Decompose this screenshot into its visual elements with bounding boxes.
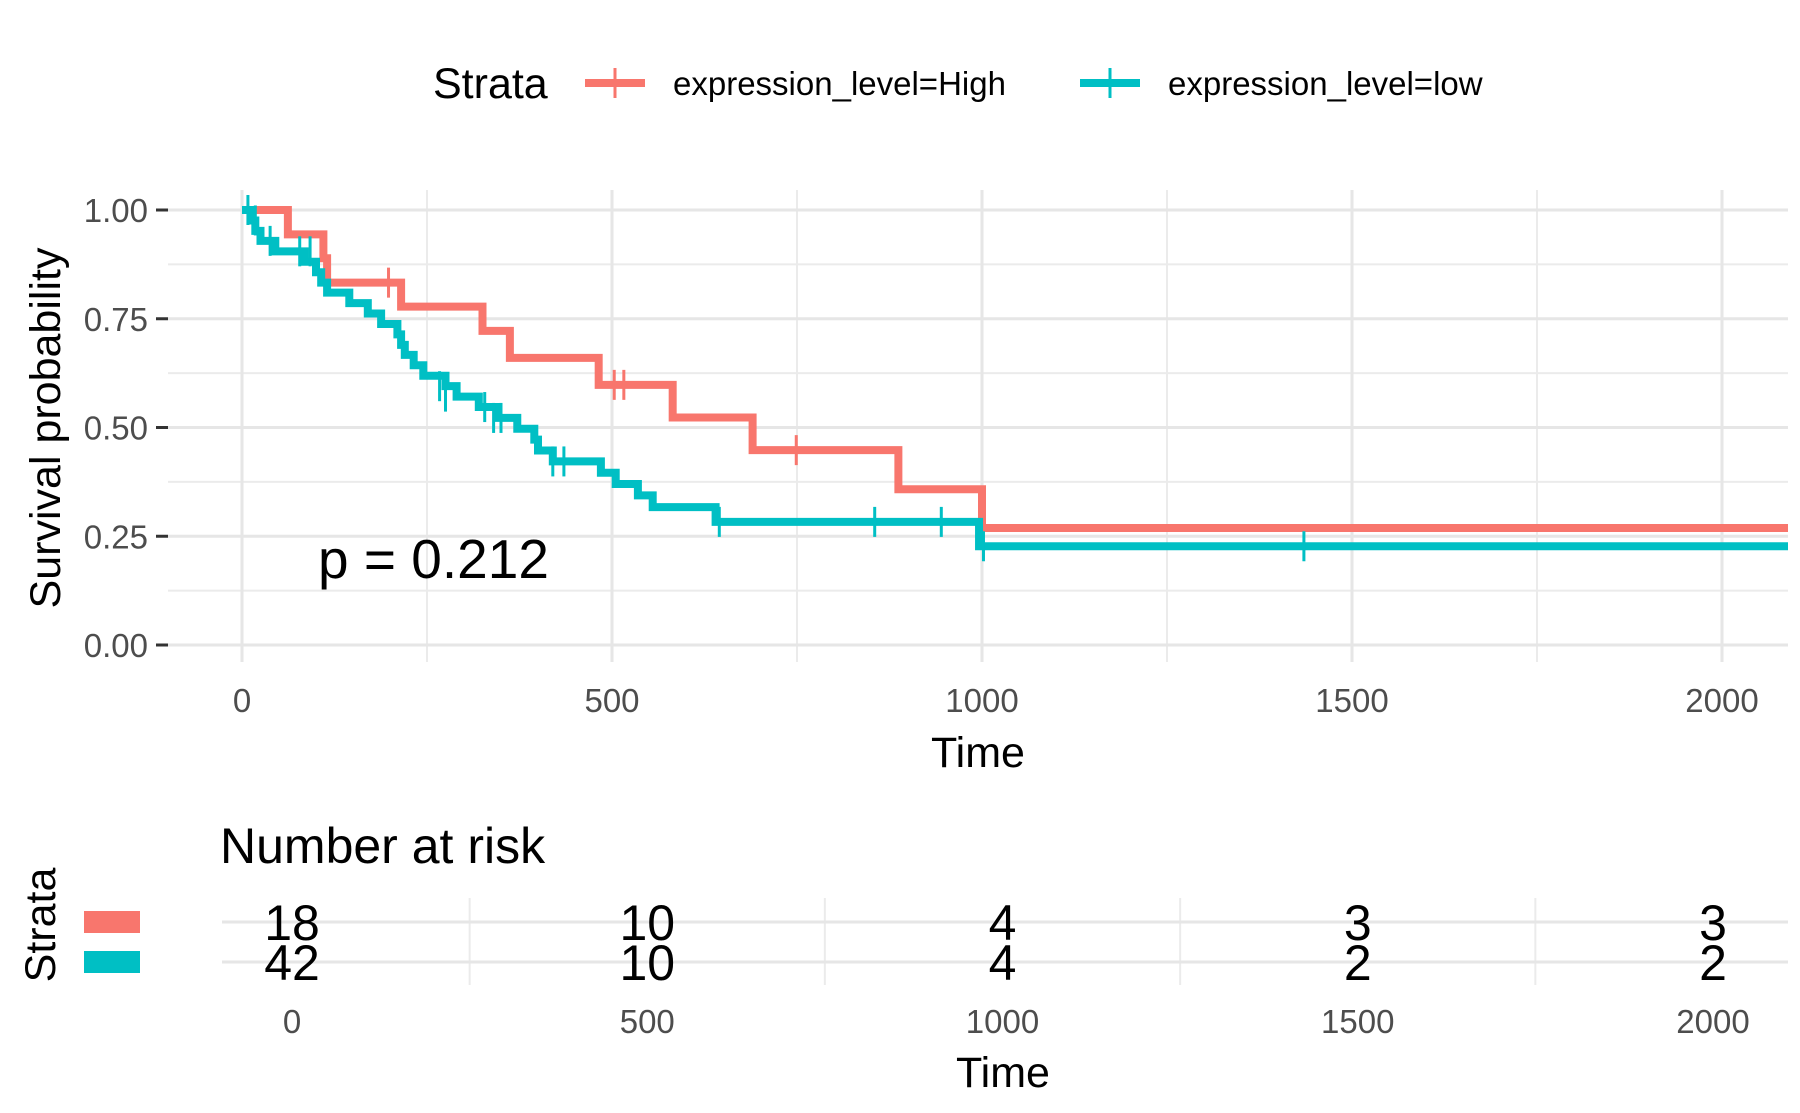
risk-table-values: 18 10 4 3 342 10 4 2 2 — [264, 895, 1727, 991]
risk-x-tick-label-2: 1000 — [966, 1003, 1039, 1040]
legend: Strata expression_level=High expression_… — [433, 60, 1483, 108]
risk-table-x-axis: 0 500 1000 1500 2000 — [283, 1003, 1750, 1040]
risk-value-0-4: 3 — [1699, 895, 1727, 951]
risk-strata-key-0 — [84, 911, 140, 933]
risk-strata-key-1 — [84, 951, 140, 973]
risk-value-0-2: 4 — [989, 895, 1017, 951]
risk-table-title: Number at risk — [220, 818, 546, 874]
risk-table-strata-keys — [84, 911, 140, 973]
survival-series — [242, 195, 1788, 562]
risk-value-1-4: 2 — [1699, 935, 1727, 991]
risk-value-1-2: 4 — [989, 935, 1017, 991]
survival-axes: 0.00 0.25 0.50 0.75 1.00 0 500 1000 1500 2000 — [84, 192, 1759, 719]
x-tick-label-4: 2000 — [1685, 682, 1758, 719]
risk-x-tick-label-1: 500 — [620, 1003, 675, 1040]
y-axis-title: Survival probability — [22, 247, 70, 608]
risk-value-0-0: 18 — [264, 895, 320, 951]
x-axis-title: Time — [931, 729, 1025, 777]
legend-label-high: expression_level=High — [673, 65, 1006, 102]
risk-value-0-1: 10 — [619, 895, 675, 951]
p-value-annotation: p = 0.212 — [318, 528, 549, 590]
risk-x-tick-label-3: 1500 — [1321, 1003, 1394, 1040]
legend-label-low: expression_level=low — [1168, 65, 1483, 102]
risk-value-1-3: 2 — [1344, 935, 1372, 991]
risk-value-1-0: 42 — [264, 935, 320, 991]
series-line-0 — [242, 206, 1788, 532]
risk-value-1-1: 10 — [619, 935, 675, 991]
risk-value-0-3: 3 — [1344, 895, 1372, 951]
y-tick-label-0: 0.00 — [84, 627, 148, 664]
risk-y-axis-title: Strata — [17, 868, 65, 983]
risk-x-tick-label-0: 0 — [283, 1003, 301, 1040]
x-tick-label-0: 0 — [233, 682, 251, 719]
legend-title: Strata — [433, 60, 548, 108]
risk-x-axis-title: Time — [956, 1049, 1050, 1097]
x-tick-label-3: 1500 — [1315, 682, 1388, 719]
survival-grid — [168, 190, 1788, 662]
y-tick-label-3: 0.75 — [84, 301, 148, 338]
risk-table-grid — [222, 898, 1788, 985]
y-tick-label-4: 1.00 — [84, 192, 148, 229]
y-tick-label-1: 0.25 — [84, 518, 148, 555]
risk-x-tick-label-4: 2000 — [1676, 1003, 1749, 1040]
x-tick-label-1: 500 — [584, 682, 639, 719]
x-tick-label-2: 1000 — [945, 682, 1018, 719]
y-tick-label-2: 0.50 — [84, 410, 148, 447]
series-line-1 — [242, 206, 1788, 551]
